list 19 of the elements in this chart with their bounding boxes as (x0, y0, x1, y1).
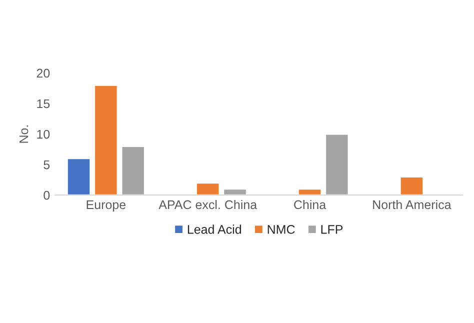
x-tick-label: China (294, 200, 326, 210)
legend-label: LFP (321, 225, 343, 234)
bar (120, 146, 146, 196)
y-tick-label: 0 (44, 190, 50, 200)
y-tick-label: 20 (36, 68, 50, 78)
legend-label: NMC (268, 224, 295, 234)
y-tick-label: 15 (37, 99, 50, 108)
legend-label: Lead Acid (188, 224, 242, 234)
bar (196, 182, 220, 196)
x-tick-label: APAC excl. China (158, 200, 258, 210)
bar (399, 176, 424, 196)
bar (66, 158, 92, 196)
bar (324, 133, 350, 196)
y-axis-title: No. (19, 125, 28, 143)
x-tick-label: North America (373, 200, 452, 210)
y-tick-label: 5 (44, 160, 50, 170)
y-tick-label: 10 (37, 130, 50, 139)
bar (94, 84, 118, 196)
x-tick-label: Europe (86, 200, 126, 212)
